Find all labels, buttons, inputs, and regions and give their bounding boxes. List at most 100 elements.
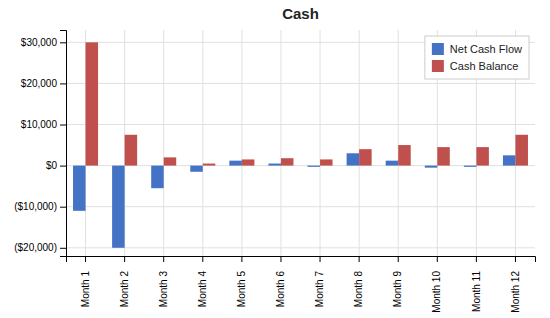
chart: ($20,000) ($10,000) $0 $10,000 $20,000 $30,00… (0, 0, 550, 318)
bar (281, 158, 294, 165)
tick-label: Month 4 (197, 271, 208, 308)
bar (203, 164, 216, 166)
tick: Month 5 (236, 256, 247, 307)
grid-line (66, 83, 535, 84)
bar (464, 166, 477, 167)
tick: Month 6 (275, 256, 286, 307)
grid-line (320, 30, 321, 256)
bar (308, 166, 321, 167)
bar (515, 135, 528, 166)
tick-mark (515, 256, 516, 262)
tick: Month 7 (314, 256, 325, 307)
tick-mark (60, 83, 66, 84)
bar (190, 166, 203, 172)
tick-label: Month 2 (119, 271, 130, 308)
bar (398, 145, 411, 166)
tick-mark (398, 256, 399, 262)
tick: Month 12 (510, 256, 521, 313)
tick: ($20,000) (14, 242, 66, 253)
tick-mark (241, 256, 242, 262)
tick-mark (60, 166, 66, 167)
x-axis: Month 1 Month 2 Month 3 Month 4 Month 5 Month… (67, 256, 536, 313)
bar (164, 157, 177, 165)
bar (151, 166, 164, 189)
plot-area: ($20,000) ($10,000) $0 $10,000 $20,000 $30,00… (14, 30, 535, 313)
tick: Month 4 (197, 256, 208, 307)
legend-label: Cash Balance (450, 60, 519, 72)
bar (437, 147, 450, 165)
axis-line (67, 257, 536, 263)
legend: Net Cash Flow Cash Balance (425, 36, 529, 79)
tick-label: Month 12 (510, 271, 521, 313)
grid-line (280, 30, 281, 256)
tick: Month 11 (471, 256, 482, 312)
tick: $0 (46, 160, 66, 171)
grid-line (202, 30, 203, 256)
grid-line (66, 247, 535, 248)
tick-label: Month 7 (314, 271, 325, 308)
legend-swatch (432, 60, 444, 72)
grid-line (66, 206, 535, 207)
tick-mark (359, 256, 360, 262)
bar (359, 149, 372, 165)
tick-mark (60, 125, 66, 126)
tick-label: Month 9 (392, 271, 403, 308)
bar (476, 147, 489, 165)
tick-label: Month 3 (158, 271, 169, 308)
legend-box (425, 36, 529, 79)
bar (242, 159, 255, 165)
tick: Month 2 (119, 256, 130, 307)
y-axis: ($20,000) ($10,000) $0 $10,000 $20,000 $30,00… (14, 31, 66, 257)
tick-label: ($20,000) (14, 242, 57, 253)
tick-label: Month 8 (353, 271, 364, 308)
grid (66, 30, 535, 256)
bar (347, 153, 360, 165)
bar-series (86, 42, 528, 165)
bar (320, 159, 333, 165)
tick-mark (437, 256, 438, 262)
tick: Month 10 (431, 256, 442, 313)
grid-line (398, 30, 399, 256)
grid-line (163, 30, 164, 256)
bar (86, 42, 99, 165)
bar-series (73, 153, 515, 248)
tick: Month 9 (392, 256, 403, 307)
tick: Month 1 (80, 256, 91, 307)
bar (386, 161, 399, 166)
tick-label: Month 10 (431, 271, 442, 313)
tick: $10,000 (21, 119, 66, 130)
tick-label: Month 5 (236, 271, 247, 308)
tick-mark (85, 256, 86, 262)
bar (268, 164, 281, 166)
title: Cash (282, 5, 319, 22)
legend-item: Net Cash Flow (432, 43, 522, 55)
tick-mark (202, 256, 203, 262)
tick-label: $0 (46, 160, 58, 171)
tick-mark (124, 256, 125, 262)
tick-label: Month 11 (471, 271, 482, 312)
tick-label: Month 1 (80, 271, 91, 308)
bar (112, 166, 125, 248)
bar (229, 161, 242, 166)
tick-mark (60, 248, 66, 249)
tick-mark (60, 207, 66, 208)
tick: ($10,000) (14, 201, 66, 212)
tick-label: $10,000 (21, 119, 58, 130)
axis-line (60, 31, 67, 257)
bar (125, 135, 138, 166)
tick-mark (163, 256, 164, 262)
tick: $20,000 (21, 78, 66, 89)
tick-mark (476, 256, 477, 262)
tick-mark (280, 256, 281, 262)
tick: Month 3 (158, 256, 169, 307)
grid-line (359, 30, 360, 256)
tick: $30,000 (21, 37, 66, 48)
tick-label: ($10,000) (14, 201, 57, 212)
tick-mark (60, 42, 66, 43)
tick-label: $30,000 (21, 37, 58, 48)
bar (73, 166, 86, 211)
legend-swatch (432, 43, 444, 55)
tick-mark (320, 256, 321, 262)
bar (503, 155, 516, 165)
legend-label: Net Cash Flow (450, 43, 522, 55)
